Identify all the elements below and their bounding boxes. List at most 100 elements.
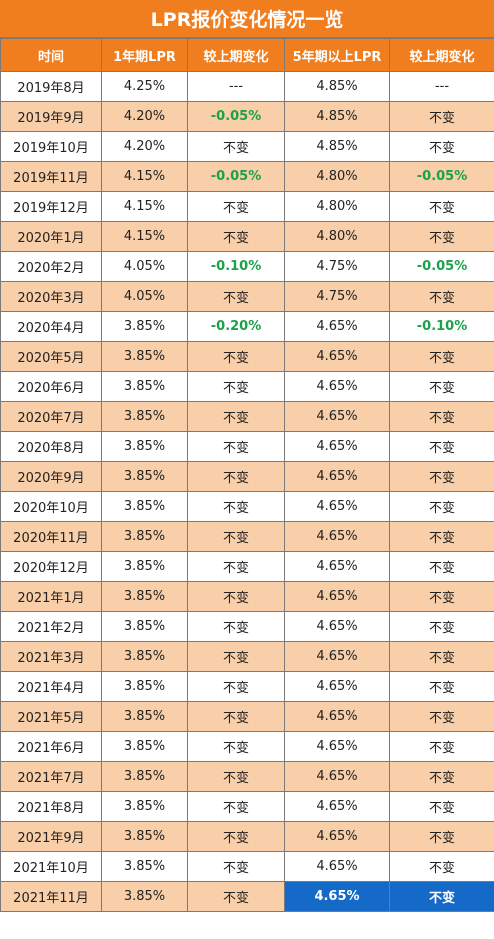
table-row: 2019年8月 4.25% --- 4.85% --- (0, 71, 494, 102)
cell-1y-change: 不变 (187, 221, 285, 252)
cell-5y-lpr: 4.75% (284, 251, 390, 282)
cell-1y-change: 不变 (187, 701, 285, 732)
table-row: 2020年5月 3.85% 不变 4.65% 不变 (0, 341, 494, 372)
table-row: 2020年10月 3.85% 不变 4.65% 不变 (0, 491, 494, 522)
cell-date: 2019年12月 (0, 191, 102, 222)
cell-5y-lpr: 4.65% (284, 461, 390, 492)
cell-5y-change: 不变 (389, 431, 494, 462)
cell-1y-change: -0.10% (187, 251, 285, 282)
cell-1y-change: --- (187, 71, 285, 102)
cell-5y-lpr: 4.85% (284, 131, 390, 162)
table-row: 2021年8月 3.85% 不变 4.65% 不变 (0, 791, 494, 822)
cell-date: 2021年6月 (0, 731, 102, 762)
cell-5y-change: 不变 (389, 731, 494, 762)
cell-5y-lpr: 4.80% (284, 221, 390, 252)
cell-date: 2021年3月 (0, 641, 102, 672)
cell-1y-lpr: 3.85% (101, 431, 188, 462)
cell-1y-lpr: 3.85% (101, 461, 188, 492)
cell-5y-change: 不变 (389, 401, 494, 432)
cell-5y-change: 不变 (389, 221, 494, 252)
cell-1y-change: 不变 (187, 401, 285, 432)
cell-1y-lpr: 3.85% (101, 821, 188, 852)
cell-1y-change: 不变 (187, 191, 285, 222)
cell-1y-change: 不变 (187, 611, 285, 642)
cell-date: 2021年7月 (0, 761, 102, 792)
cell-date: 2020年6月 (0, 371, 102, 402)
cell-5y-lpr: 4.85% (284, 101, 390, 132)
cell-5y-change: 不变 (389, 521, 494, 552)
cell-5y-lpr: 4.65% (284, 431, 390, 462)
cell-1y-change: 不变 (187, 581, 285, 612)
cell-1y-change: -0.05% (187, 161, 285, 192)
header-date: 时间 (0, 38, 102, 72)
cell-5y-change: 不变 (389, 101, 494, 132)
cell-1y-lpr: 3.85% (101, 851, 188, 882)
cell-date: 2021年5月 (0, 701, 102, 732)
cell-1y-change: 不变 (187, 641, 285, 672)
cell-date: 2020年2月 (0, 251, 102, 282)
cell-5y-change: 不变 (389, 461, 494, 492)
cell-5y-lpr: 4.65% (284, 521, 390, 552)
table-row: 2019年10月 4.20% 不变 4.85% 不变 (0, 131, 494, 162)
cell-1y-change: 不变 (187, 371, 285, 402)
table-row: 2020年4月 3.85% -0.20% 4.65% -0.10% (0, 311, 494, 342)
cell-1y-lpr: 3.85% (101, 881, 188, 912)
cell-5y-lpr: 4.65% (284, 881, 390, 912)
cell-5y-change: 不变 (389, 881, 494, 912)
cell-1y-lpr: 4.05% (101, 281, 188, 312)
cell-5y-lpr: 4.65% (284, 761, 390, 792)
table-row: 2019年9月 4.20% -0.05% 4.85% 不变 (0, 101, 494, 132)
header-1y-change: 较上期变化 (187, 38, 285, 72)
cell-date: 2019年9月 (0, 101, 102, 132)
cell-1y-change: 不变 (187, 461, 285, 492)
table-row: 2021年11月 3.85% 不变 4.65% 不变 (0, 881, 494, 912)
cell-date: 2020年5月 (0, 341, 102, 372)
cell-date: 2021年9月 (0, 821, 102, 852)
cell-date: 2020年12月 (0, 551, 102, 582)
cell-1y-change: -0.05% (187, 101, 285, 132)
table-row: 2021年10月 3.85% 不变 4.65% 不变 (0, 851, 494, 882)
cell-5y-change: 不变 (389, 791, 494, 822)
cell-5y-lpr: 4.65% (284, 821, 390, 852)
table-row: 2020年8月 3.85% 不变 4.65% 不变 (0, 431, 494, 462)
cell-1y-change: 不变 (187, 731, 285, 762)
cell-date: 2019年8月 (0, 71, 102, 102)
header-1y-lpr: 1年期LPR (101, 38, 188, 72)
cell-5y-lpr: 4.65% (284, 551, 390, 582)
cell-5y-lpr: 4.65% (284, 641, 390, 672)
cell-1y-lpr: 4.20% (101, 101, 188, 132)
cell-1y-lpr: 3.85% (101, 521, 188, 552)
cell-date: 2019年11月 (0, 161, 102, 192)
cell-1y-lpr: 3.85% (101, 611, 188, 642)
table-row: 2021年7月 3.85% 不变 4.65% 不变 (0, 761, 494, 792)
cell-5y-change: 不变 (389, 641, 494, 672)
cell-1y-lpr: 3.85% (101, 701, 188, 732)
cell-5y-lpr: 4.65% (284, 341, 390, 372)
cell-5y-lpr: 4.65% (284, 791, 390, 822)
cell-5y-lpr: 4.75% (284, 281, 390, 312)
cell-5y-lpr: 4.65% (284, 851, 390, 882)
cell-1y-lpr: 3.85% (101, 341, 188, 372)
cell-1y-lpr: 4.15% (101, 161, 188, 192)
cell-5y-change: 不变 (389, 761, 494, 792)
table-title: LPR报价变化情况一览 (0, 0, 494, 38)
table-row: 2020年1月 4.15% 不变 4.80% 不变 (0, 221, 494, 252)
cell-date: 2021年4月 (0, 671, 102, 702)
cell-date: 2020年11月 (0, 521, 102, 552)
cell-date: 2021年8月 (0, 791, 102, 822)
table-row: 2020年2月 4.05% -0.10% 4.75% -0.05% (0, 251, 494, 282)
cell-5y-lpr: 4.80% (284, 191, 390, 222)
cell-1y-change: 不变 (187, 821, 285, 852)
cell-5y-change: 不变 (389, 611, 494, 642)
cell-5y-change: 不变 (389, 281, 494, 312)
cell-date: 2020年7月 (0, 401, 102, 432)
header-row: 时间 1年期LPR 较上期变化 5年期以上LPR 较上期变化 (0, 38, 494, 72)
cell-5y-lpr: 4.65% (284, 671, 390, 702)
cell-5y-change: -0.10% (389, 311, 494, 342)
cell-1y-change: 不变 (187, 341, 285, 372)
cell-5y-change: 不变 (389, 491, 494, 522)
cell-date: 2020年4月 (0, 311, 102, 342)
cell-date: 2020年10月 (0, 491, 102, 522)
cell-1y-lpr: 3.85% (101, 371, 188, 402)
cell-1y-change: 不变 (187, 791, 285, 822)
